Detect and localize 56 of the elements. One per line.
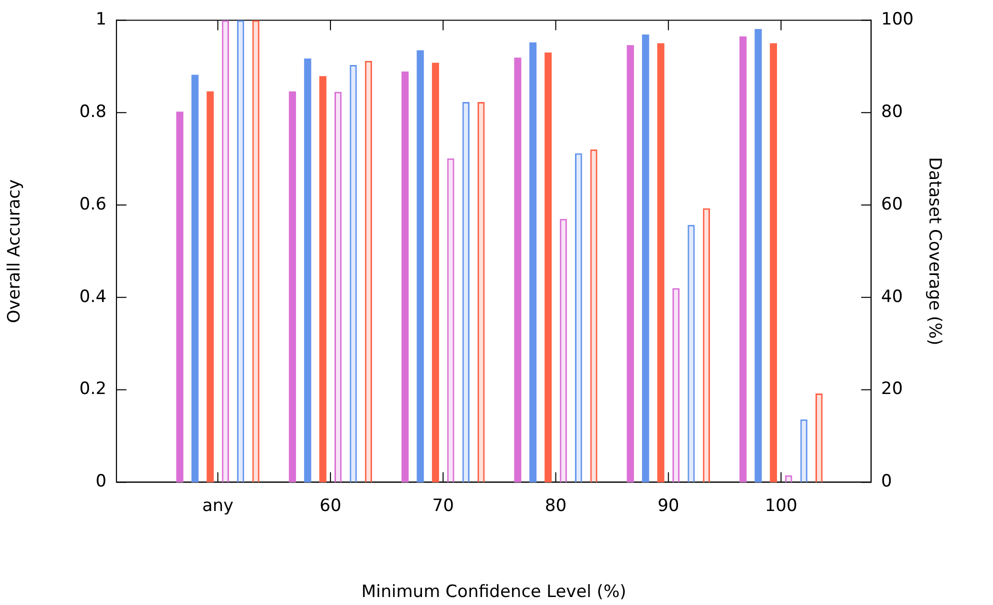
y2-tick-label: 40 — [881, 286, 903, 307]
y2-axis-title: Dataset Coverage (%) — [924, 157, 944, 346]
y-tick-label: 1 — [96, 10, 106, 30]
bar — [702, 208, 710, 482]
x-tick-label: 60 — [320, 496, 342, 516]
bar — [191, 74, 199, 482]
y-tick-label: 0.8 — [79, 102, 106, 122]
bar — [514, 58, 522, 482]
x-axis-title: Minimum Confidence Level (%) — [361, 582, 626, 602]
bar — [590, 150, 598, 482]
bar — [672, 288, 680, 482]
y-tick-label: 0.6 — [79, 194, 106, 214]
bar — [770, 43, 778, 482]
bar — [574, 153, 582, 482]
y2-tick-label: 100 — [881, 10, 914, 30]
bar — [478, 102, 485, 482]
x-tick-label: 80 — [544, 496, 567, 516]
bar — [626, 45, 634, 482]
bar — [432, 62, 440, 482]
bar — [688, 224, 695, 482]
bar — [447, 158, 454, 482]
x-tick-label: 100 — [764, 496, 798, 516]
bar — [462, 102, 470, 482]
bar — [416, 50, 424, 482]
x-tick-label: 70 — [432, 496, 454, 516]
y2-tick-label: 80 — [881, 102, 903, 122]
bar — [739, 36, 747, 482]
bar — [222, 20, 229, 482]
bar — [288, 91, 296, 482]
y2-tick-label: 60 — [881, 194, 903, 214]
y-tick-label: 0.2 — [79, 379, 106, 400]
bar — [657, 43, 664, 482]
bar — [402, 71, 409, 482]
bar — [544, 52, 552, 482]
bar — [754, 28, 762, 482]
bar — [319, 76, 326, 482]
y2-tick-label: 0 — [881, 472, 892, 492]
bar — [815, 393, 823, 482]
bar — [304, 58, 312, 482]
bar — [206, 91, 214, 482]
bar — [800, 419, 808, 482]
bar — [642, 34, 650, 482]
y-tick-label: 0 — [96, 472, 106, 492]
bar — [529, 42, 537, 482]
y-axis-title: Overall Accuracy — [4, 179, 25, 324]
bar — [176, 112, 184, 482]
x-tick-label: any — [202, 496, 234, 516]
bar — [560, 218, 567, 482]
bar — [350, 65, 357, 482]
bar — [334, 92, 342, 482]
y2-tick-label: 20 — [881, 379, 903, 400]
y-tick-label: 0.4 — [79, 286, 106, 307]
bar — [237, 20, 244, 482]
bar — [252, 20, 260, 482]
bar — [364, 60, 372, 482]
x-tick-label: 90 — [658, 496, 680, 516]
